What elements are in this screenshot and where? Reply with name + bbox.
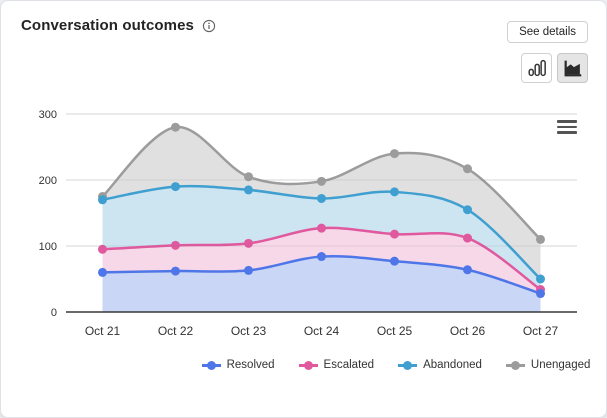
- legend-label: Resolved: [226, 359, 275, 371]
- data-point-marker[interactable]: [244, 185, 253, 195]
- data-point-marker[interactable]: [463, 164, 472, 174]
- data-point-marker[interactable]: [536, 274, 545, 284]
- data-point-marker[interactable]: [536, 234, 545, 244]
- see-details-button[interactable]: See details: [507, 21, 588, 43]
- data-point-marker[interactable]: [390, 229, 399, 239]
- series-area: [102, 256, 541, 312]
- legend-marker: [505, 360, 525, 370]
- y-tick-label: 200: [39, 175, 57, 187]
- data-point-marker[interactable]: [317, 223, 326, 233]
- area-chart-icon: [562, 57, 584, 79]
- column-chart-toggle-button[interactable]: [521, 53, 552, 83]
- data-point-marker[interactable]: [317, 252, 326, 262]
- info-icon[interactable]: [202, 19, 216, 33]
- data-point-marker[interactable]: [317, 193, 326, 203]
- data-point-marker[interactable]: [244, 265, 253, 275]
- legend-label: Escalated: [323, 359, 375, 371]
- x-tick-labels: Oct 21 Oct 22 Oct 23 Oct 24 Oct 25 Oct 26 Oct …: [85, 324, 559, 338]
- data-point-marker[interactable]: [244, 172, 253, 182]
- legend-label: Unengaged: [530, 359, 591, 371]
- y-tick-label: 100: [39, 241, 57, 253]
- data-point-marker[interactable]: [536, 289, 545, 299]
- data-point-marker[interactable]: [390, 256, 399, 266]
- legend-item-resolved[interactable]: Resolved: [201, 359, 275, 371]
- data-point-marker[interactable]: [463, 265, 472, 275]
- y-tick-label: 0: [51, 307, 57, 319]
- legend-marker: [201, 360, 221, 370]
- page-title: Conversation outcomes: [21, 17, 194, 34]
- x-tick-label: Oct 27: [523, 324, 559, 338]
- data-point-marker[interactable]: [390, 149, 399, 159]
- data-point-marker[interactable]: [98, 267, 107, 277]
- data-point-marker[interactable]: [390, 187, 399, 197]
- series-resolved: [98, 252, 545, 312]
- legend-label: Abandoned: [423, 359, 482, 371]
- legend-marker: [398, 360, 418, 370]
- hamburger-menu-icon: [557, 120, 577, 123]
- x-tick-label: Oct 26: [450, 324, 486, 338]
- chart-type-toggles: [521, 53, 588, 83]
- data-point-marker[interactable]: [463, 205, 472, 215]
- data-point-marker[interactable]: [98, 195, 107, 205]
- data-point-marker[interactable]: [463, 233, 472, 243]
- chart-context-menu-button[interactable]: [553, 115, 581, 139]
- y-tick-label: 300: [39, 109, 57, 121]
- x-tick-label: Oct 24: [304, 324, 340, 338]
- column-chart-icon: [526, 57, 548, 79]
- chart-area: 0 100 200 300 Oct 21 Oct 22 Oct 23 Oct 24 Oct 25…: [1, 96, 607, 351]
- legend-marker: [298, 360, 318, 370]
- x-tick-label: Oct 23: [231, 324, 267, 338]
- x-tick-label: Oct 25: [377, 324, 413, 338]
- legend-item-abandoned[interactable]: Abandoned: [398, 359, 482, 371]
- data-point-marker[interactable]: [171, 122, 180, 132]
- data-point-marker[interactable]: [244, 238, 253, 248]
- data-point-marker[interactable]: [171, 182, 180, 192]
- chart-legend: Resolved Escalated Abandoned Unengaged: [186, 359, 606, 371]
- data-point-marker[interactable]: [317, 176, 326, 186]
- area-chart: 0 100 200 300 Oct 21 Oct 22 Oct 23 Oct 24 Oct 25…: [39, 109, 577, 338]
- data-point-marker[interactable]: [171, 240, 180, 250]
- area-chart-toggle-button[interactable]: [557, 53, 588, 83]
- legend-item-escalated[interactable]: Escalated: [298, 359, 375, 371]
- data-point-marker[interactable]: [98, 244, 107, 254]
- legend-item-unengaged[interactable]: Unengaged: [505, 359, 591, 371]
- card-header: Conversation outcomes: [21, 17, 216, 34]
- data-point-marker[interactable]: [171, 266, 180, 276]
- x-tick-label: Oct 22: [158, 324, 194, 338]
- x-tick-label: Oct 21: [85, 324, 121, 338]
